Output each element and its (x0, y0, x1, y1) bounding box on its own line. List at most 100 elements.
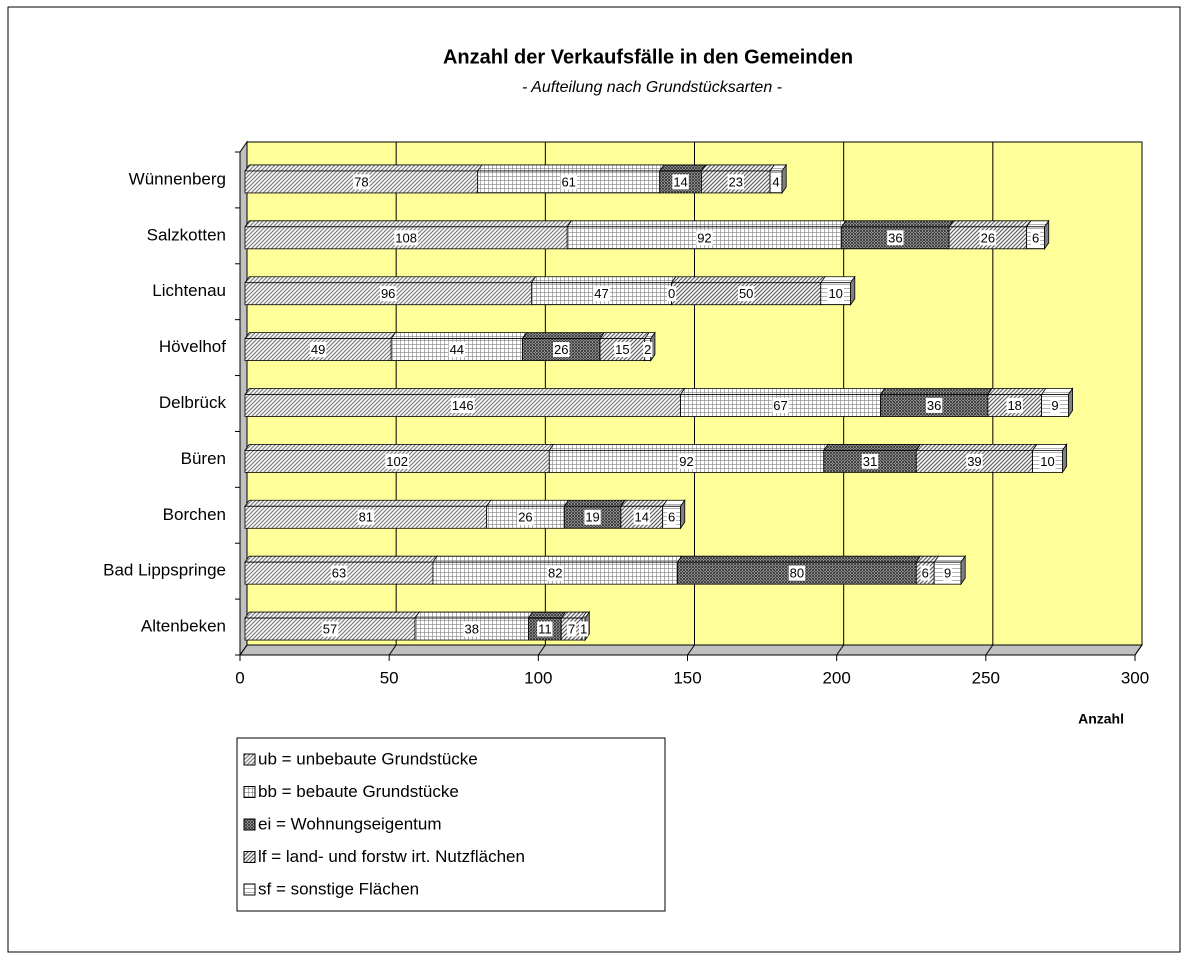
data-label: 44 (450, 342, 464, 357)
data-label-box (394, 230, 418, 246)
x-tick-label: 50 (380, 668, 399, 687)
data-label-box (788, 565, 806, 581)
bar-top (658, 164, 707, 172)
y-tick-label: Salzkotten (147, 225, 226, 244)
data-label: 38 (464, 621, 478, 636)
data-label: 6 (1032, 230, 1039, 245)
bar-top (244, 611, 421, 619)
legend-swatch (243, 753, 256, 766)
bar-top (244, 499, 492, 507)
bar-top (432, 555, 683, 563)
data-label: 50 (739, 286, 753, 301)
bar-top (476, 164, 665, 172)
bar-end (1068, 387, 1073, 418)
data-label-box (593, 286, 610, 302)
data-label: 26 (554, 342, 568, 357)
legend-label: sf = sonstige Flächen (258, 879, 419, 898)
data-label-box (1030, 230, 1041, 246)
data-label-box (450, 397, 475, 413)
bar-top (527, 611, 567, 619)
legend-swatch (243, 818, 256, 831)
data-label: 61 (561, 174, 575, 189)
y-tick-label: Borchen (163, 505, 226, 524)
data-label: 49 (311, 342, 325, 357)
bar-top (244, 220, 573, 228)
data-label-box (772, 397, 789, 413)
y-tick-label: Büren (181, 449, 226, 468)
data-label-box (666, 509, 677, 525)
bar-top (548, 443, 829, 451)
legend-swatch (243, 786, 256, 798)
data-label-box (678, 453, 695, 469)
data-label-box (448, 342, 466, 358)
bar-top (599, 332, 650, 340)
bar-top (670, 276, 826, 284)
data-label-box (463, 621, 480, 637)
bar-top (840, 220, 955, 228)
data-label-box (737, 286, 755, 302)
bar-top (679, 388, 886, 395)
bar-top (822, 443, 922, 451)
data-label: 36 (927, 398, 941, 413)
bar-top (915, 443, 1038, 451)
bar-top (563, 499, 626, 507)
bar-top (820, 276, 856, 284)
bar-top (948, 220, 1032, 228)
data-label-box (614, 342, 631, 358)
data-label: 10 (1040, 454, 1054, 469)
data-label-box (633, 509, 651, 525)
data-label: 19 (585, 510, 599, 525)
bar-top (933, 555, 966, 563)
chart-subtitle: - Aufteilung nach Grundstücksarten - (522, 79, 782, 96)
bar-end (680, 499, 686, 530)
data-label: 9 (944, 566, 951, 581)
x-tick-label: 0 (235, 668, 244, 687)
bar-top (879, 388, 993, 395)
data-label: 14 (635, 510, 649, 525)
bar-top (1031, 443, 1068, 451)
data-label-box (330, 565, 348, 581)
data-label-box (547, 565, 564, 581)
data-label: 47 (594, 286, 608, 301)
data-label: 108 (395, 230, 417, 245)
data-label-box (537, 621, 553, 637)
data-label: 6 (922, 566, 929, 581)
data-label: 92 (697, 230, 711, 245)
data-label-box (552, 342, 570, 358)
data-label-box (920, 565, 930, 581)
data-label: 11 (538, 621, 552, 636)
data-label: 31 (863, 454, 877, 469)
grid-line (985, 142, 994, 656)
bar-top (244, 164, 483, 172)
data-label: 78 (354, 174, 368, 189)
data-label-box (517, 509, 534, 525)
bar-top (244, 555, 438, 563)
data-label: 82 (548, 566, 562, 581)
bar-end (1062, 443, 1068, 474)
bar-top (244, 276, 537, 284)
bar-top (244, 388, 686, 395)
data-label: 39 (967, 454, 981, 469)
data-label: 1 (580, 621, 587, 636)
data-label: 23 (729, 174, 743, 189)
legend (236, 737, 666, 912)
bar-top (390, 332, 528, 340)
data-label-box (771, 174, 781, 190)
bar-top (700, 164, 776, 172)
bar-top (566, 220, 847, 228)
bar-top (244, 443, 555, 451)
data-label: 26 (518, 510, 532, 525)
data-label-box (861, 453, 879, 469)
data-label: 10 (828, 286, 842, 301)
legend-swatch (243, 883, 256, 896)
grid-line (687, 142, 695, 656)
bar-top (521, 332, 605, 340)
bar-top (244, 332, 397, 340)
data-label-box (979, 230, 997, 246)
bar-end (781, 163, 787, 195)
data-label-box (578, 621, 589, 637)
data-label-box (309, 342, 327, 358)
y-tick-label: Lichtenau (152, 281, 226, 300)
x-tick-label: 300 (1121, 668, 1149, 687)
